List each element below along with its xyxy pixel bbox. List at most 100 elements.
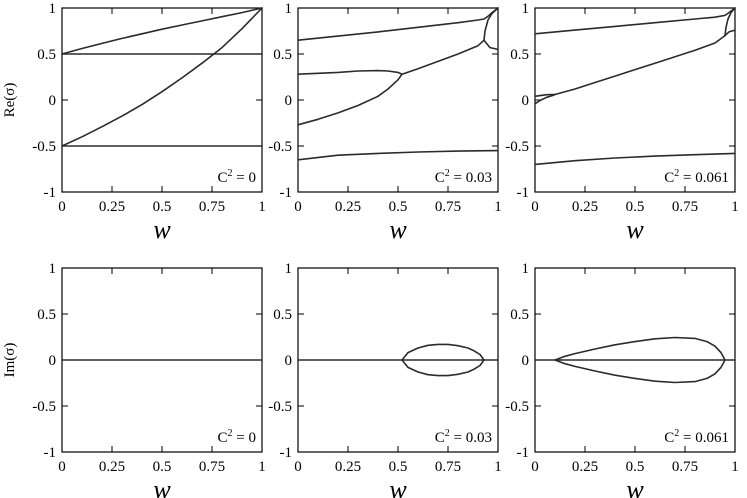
x-tick-label: 0.75 bbox=[435, 199, 461, 215]
x-tick-label: 1 bbox=[731, 459, 739, 475]
c-squared-annotation: C2 = 0 bbox=[218, 428, 256, 446]
annotation-base: C bbox=[435, 430, 445, 446]
plot-frame bbox=[61, 7, 263, 193]
series-line-2 bbox=[297, 69, 403, 75]
series-line-4 bbox=[554, 34, 726, 96]
annotation-value: = 0.061 bbox=[679, 170, 729, 186]
panel-5: 0 0.25 0.5 0.75 1 -1 -0.5 0 0.5 1 w C2 = 0.03 bbox=[268, 261, 502, 498]
series-line-3 bbox=[554, 359, 726, 384]
y-tick-label: -0.5 bbox=[505, 399, 529, 415]
y-tick-label: 0.5 bbox=[273, 47, 292, 63]
series-line-1 bbox=[297, 7, 499, 42]
x-tick-label: 0.75 bbox=[672, 459, 698, 475]
x-tick-label: 0 bbox=[58, 459, 66, 475]
y-tick-label: -1 bbox=[280, 445, 293, 461]
series-line-2 bbox=[554, 336, 726, 361]
annotation-base: C bbox=[218, 430, 228, 446]
x-tick-label: 1 bbox=[494, 199, 502, 215]
x-axis-label: w bbox=[626, 215, 644, 244]
series-line-5 bbox=[483, 7, 499, 42]
x-tick-label: 0 bbox=[58, 199, 66, 215]
annotation-value: = 0.061 bbox=[679, 430, 729, 446]
y-tick-label: 0.5 bbox=[273, 307, 292, 323]
y-tick-label: 0.5 bbox=[37, 47, 56, 63]
x-tick-label: 0.5 bbox=[389, 459, 408, 475]
y-axis-label: Im(σ) bbox=[2, 343, 18, 378]
y-tick-label: 1 bbox=[285, 1, 293, 17]
y-tick-label: -0.5 bbox=[505, 139, 529, 155]
series-line-1 bbox=[534, 7, 736, 35]
series-line-3 bbox=[401, 359, 485, 377]
series-line-6 bbox=[534, 93, 556, 105]
annotation-value: = 0 bbox=[233, 430, 256, 446]
y-tick-label: 0 bbox=[49, 93, 57, 109]
y-tick-label: -1 bbox=[44, 445, 57, 461]
y-tick-label: 0.5 bbox=[37, 307, 56, 323]
x-tick-label: 0.75 bbox=[199, 199, 225, 215]
y-tick-label: 0 bbox=[285, 93, 293, 109]
y-tick-label: 0.5 bbox=[510, 47, 529, 63]
x-axis-label: w bbox=[389, 215, 407, 244]
y-tick-label: 0 bbox=[49, 353, 57, 369]
y-tick-label: -1 bbox=[517, 185, 530, 201]
x-axis-label: w bbox=[626, 475, 644, 498]
annotation-value: = 0.03 bbox=[450, 430, 492, 446]
series-line-3 bbox=[61, 7, 263, 147]
annotation-base: C bbox=[664, 430, 674, 446]
y-tick-label: -0.5 bbox=[268, 139, 292, 155]
series-line-2 bbox=[401, 343, 485, 361]
x-tick-label: 0 bbox=[531, 199, 539, 215]
y-tick-label: 0 bbox=[522, 93, 530, 109]
series-line-4 bbox=[401, 39, 485, 75]
annotation-exponent: 2 bbox=[674, 428, 679, 439]
annotation-exponent: 2 bbox=[445, 428, 450, 439]
panel-2: 0 0.25 0.5 0.75 1 -1 -0.5 0 0.5 1 w C2 = 0.03 bbox=[268, 1, 502, 244]
panel-3: 0 0.25 0.5 0.75 1 -1 -0.5 0 0.5 1 w C2 = 0.061 bbox=[505, 1, 739, 244]
c-squared-annotation: C2 = 0.03 bbox=[435, 428, 492, 446]
y-tick-label: -1 bbox=[44, 185, 57, 201]
x-tick-label: 1 bbox=[258, 459, 266, 475]
annotation-base: C bbox=[435, 170, 445, 186]
annotation-exponent: 2 bbox=[228, 428, 233, 439]
x-tick-label: 0.5 bbox=[153, 199, 172, 215]
series-line-7 bbox=[534, 152, 736, 166]
annotation-base: C bbox=[218, 170, 228, 186]
annotation-exponent: 2 bbox=[228, 168, 233, 179]
y-tick-label: -1 bbox=[280, 185, 293, 201]
x-axis-label: w bbox=[153, 475, 171, 498]
series-line-7 bbox=[297, 149, 499, 161]
x-tick-label: 0 bbox=[294, 459, 302, 475]
annotation-exponent: 2 bbox=[445, 168, 450, 179]
y-tick-label: -0.5 bbox=[32, 139, 56, 155]
plot-frame bbox=[534, 7, 736, 193]
series-line-1 bbox=[61, 7, 263, 55]
y-tick-label: 0 bbox=[285, 353, 293, 369]
x-tick-label: 0.25 bbox=[572, 459, 598, 475]
x-tick-label: 0.5 bbox=[153, 459, 172, 475]
annotation-base: C bbox=[664, 170, 674, 186]
x-tick-label: 0.75 bbox=[199, 459, 225, 475]
x-tick-label: 1 bbox=[494, 459, 502, 475]
series-line-6 bbox=[483, 39, 499, 51]
x-axis-label: w bbox=[389, 475, 407, 498]
panel-6: 0 0.25 0.5 0.75 1 -1 -0.5 0 0.5 1 w C2 = 0.061 bbox=[505, 261, 739, 498]
c-squared-annotation: C2 = 0 bbox=[218, 168, 256, 186]
panel-1: 0 0.25 0.5 0.75 1 -1 -0.5 0 0.5 1 w Re(σ) C2 = 0 bbox=[2, 1, 266, 244]
c-squared-annotation: C2 = 0.03 bbox=[435, 168, 492, 186]
y-tick-label: 1 bbox=[49, 1, 57, 17]
plot-frame bbox=[297, 7, 499, 193]
annotation-value: = 0.03 bbox=[450, 170, 492, 186]
x-tick-label: 0.25 bbox=[572, 199, 598, 215]
y-axis-label: Re(σ) bbox=[2, 83, 18, 118]
x-tick-label: 0 bbox=[531, 459, 539, 475]
y-tick-label: -0.5 bbox=[268, 399, 292, 415]
y-tick-label: 0 bbox=[522, 353, 530, 369]
y-tick-label: 1 bbox=[285, 261, 293, 277]
x-tick-label: 0.5 bbox=[626, 459, 645, 475]
x-tick-label: 0.25 bbox=[99, 459, 125, 475]
x-tick-label: 0.5 bbox=[626, 199, 645, 215]
y-tick-label: -1 bbox=[517, 445, 530, 461]
series-line-3 bbox=[297, 73, 403, 126]
panel-4: 0 0.25 0.5 0.75 1 -1 -0.5 0 0.5 1 w Im(σ) C2 = 0 bbox=[2, 261, 266, 498]
